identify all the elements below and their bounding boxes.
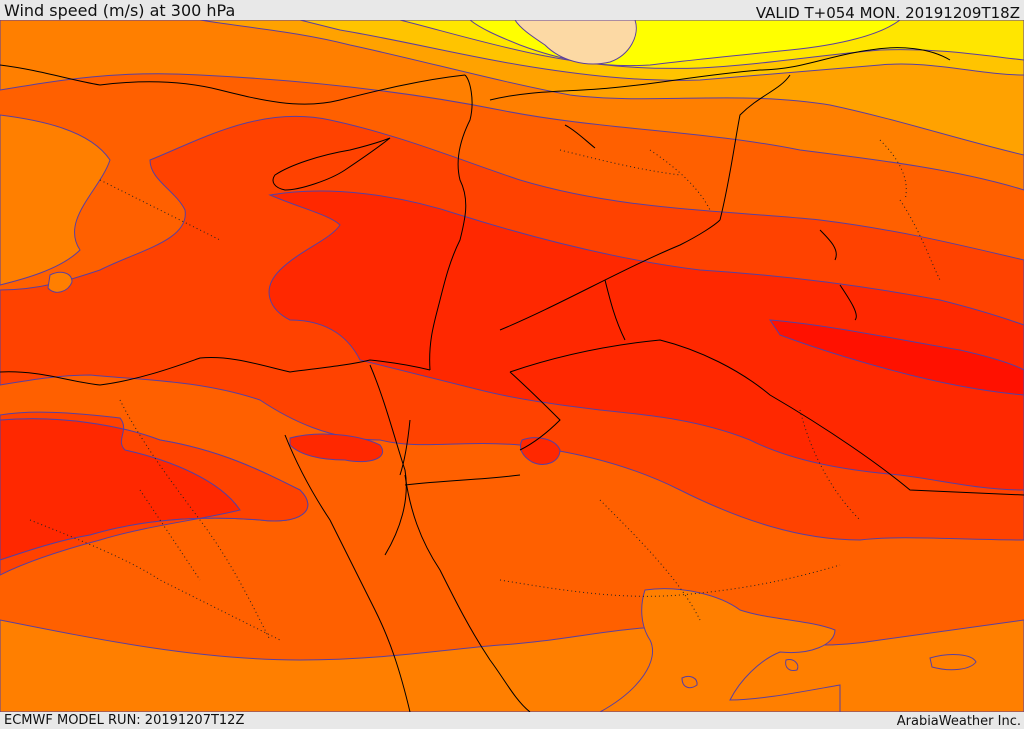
band-red-sinai — [289, 433, 383, 463]
footer: ECMWF MODEL RUN: 20191207T12Z ArabiaWeat… — [0, 712, 1024, 729]
band-orange-blob-east — [599, 588, 841, 712]
valid-time: VALID T+054 MON. 20191209T18Z — [755, 4, 1020, 22]
band-red-jet — [268, 190, 1024, 491]
province-borders — [29, 139, 941, 641]
header: Wind speed (m/s) at 300 hPa VALID T+054 … — [0, 0, 1024, 22]
band-deep-red-core — [769, 319, 1024, 396]
band-orange-libya-spot — [47, 271, 73, 293]
band-red-orange-south-outer — [0, 411, 309, 576]
credit-label: ArabiaWeather Inc. — [896, 714, 1021, 729]
band-orange-blob-small — [929, 654, 977, 671]
map-title: Wind speed (m/s) at 300 hPa — [4, 1, 236, 20]
wind-speed-map — [0, 20, 1024, 712]
coastlines — [0, 47, 1024, 712]
band-orange-west — [0, 114, 111, 286]
model-run-label: ECMWF MODEL RUN: 20191207T12Z — [4, 713, 245, 728]
band-orange-blob-dot — [681, 675, 698, 689]
band-pale-peach-core — [514, 20, 637, 65]
map-panel — [0, 20, 1024, 712]
band-orange-blob-dot2 — [785, 659, 799, 671]
